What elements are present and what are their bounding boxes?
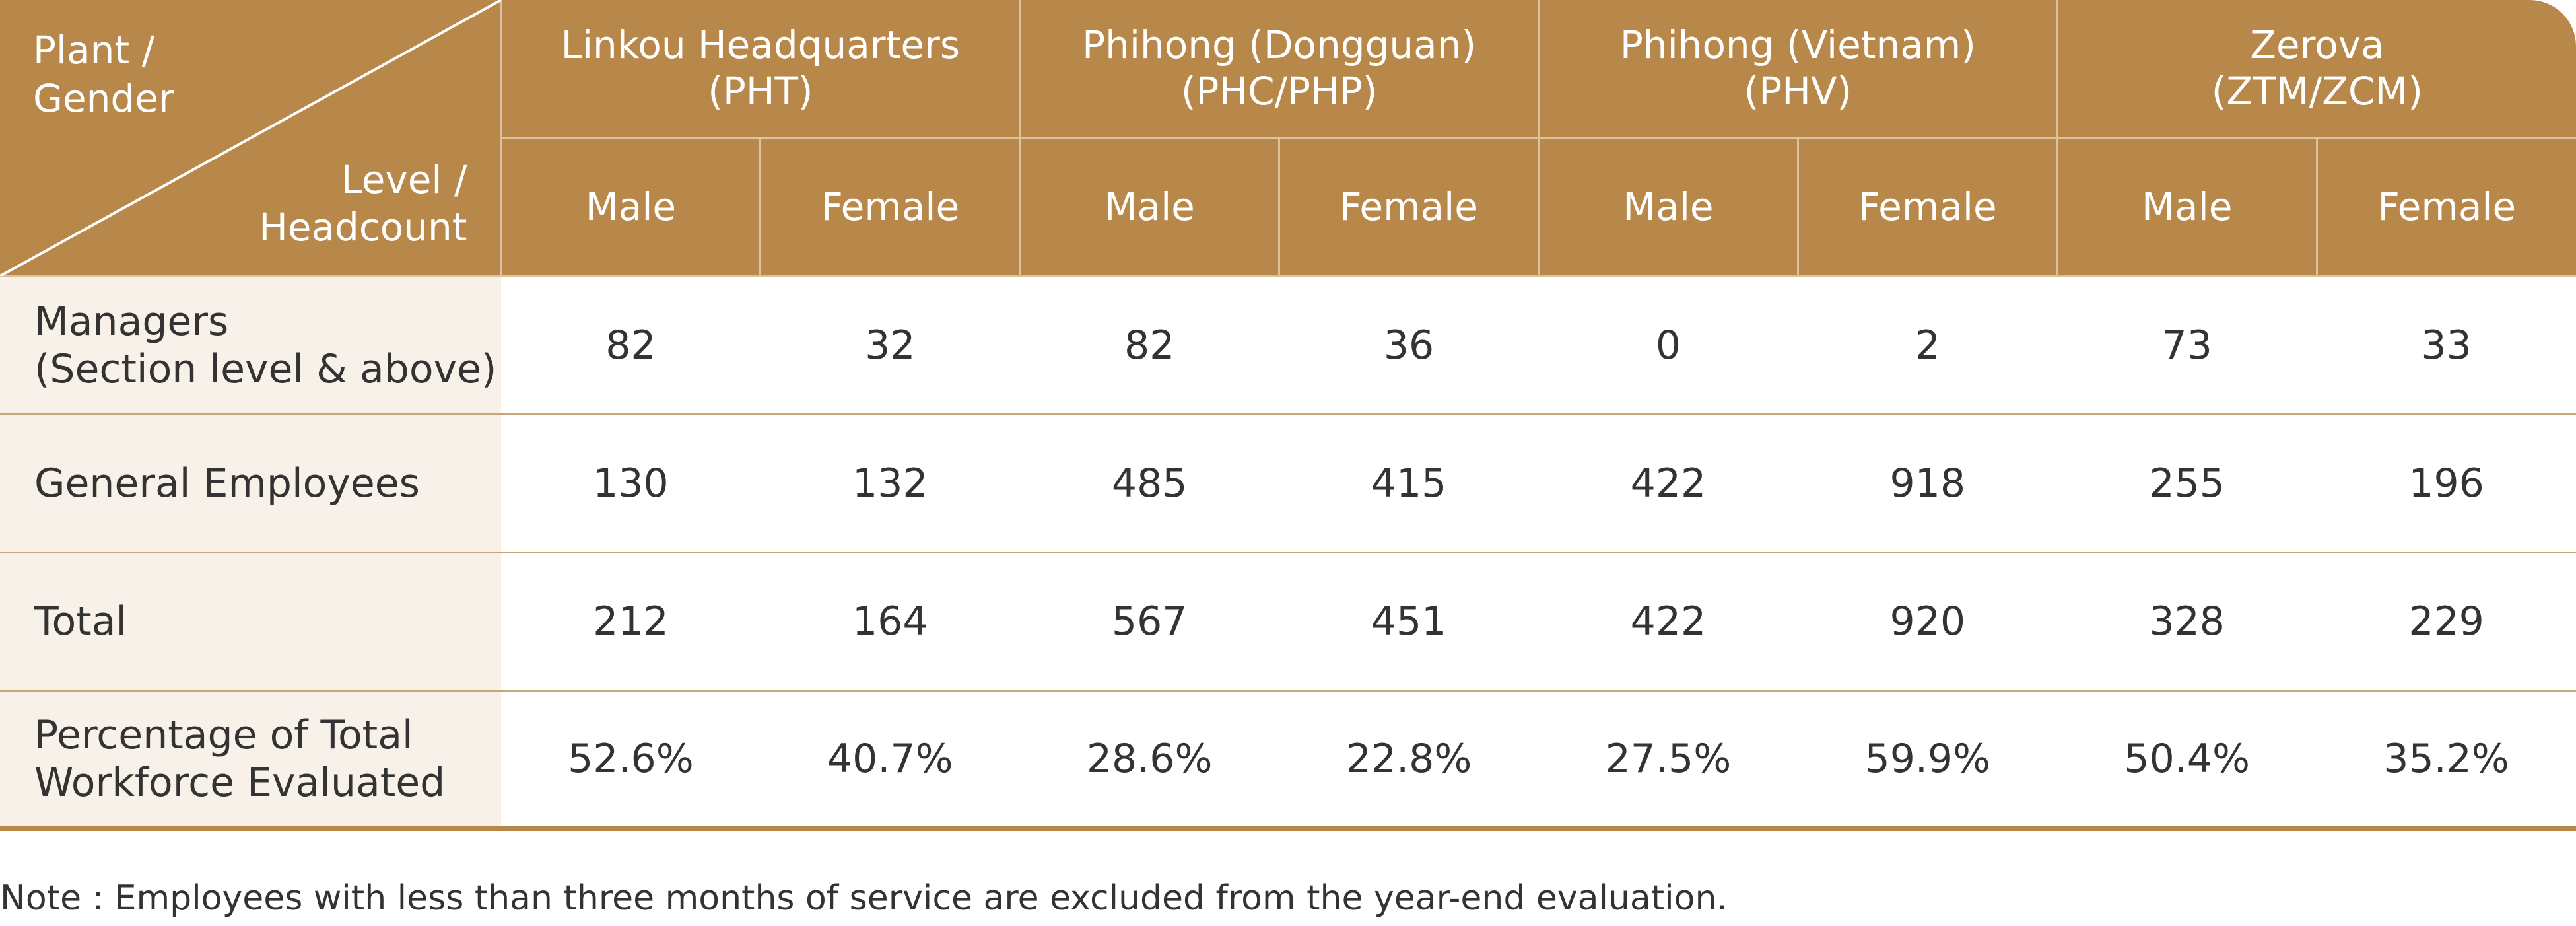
cell: 422 bbox=[1538, 552, 1798, 692]
cell: 567 bbox=[1019, 552, 1279, 692]
cell: 132 bbox=[760, 414, 1020, 553]
table-row: Total 212 164 567 451 422 920 328 229 bbox=[0, 552, 2576, 692]
gender-header: Female bbox=[1796, 138, 2058, 277]
plant-header: Linkou Headquarters (PHT) bbox=[500, 0, 1020, 139]
table-row: Managers (Section level & above) 82 32 82 36… bbox=[0, 276, 2576, 415]
row-label: Total bbox=[0, 552, 501, 692]
gender-header: Female bbox=[1278, 138, 1539, 277]
cell: 920 bbox=[1798, 552, 2058, 692]
cell: 50.4% bbox=[2057, 690, 2317, 831]
cell: 33 bbox=[2317, 276, 2576, 415]
plant-header: Phihong (Vietnam) (PHV) bbox=[1538, 0, 2058, 139]
table-row: Percentage of Total Workforce Evaluated 5… bbox=[0, 690, 2576, 831]
cell: 28.6% bbox=[1019, 690, 1279, 831]
cell: 485 bbox=[1019, 414, 1279, 553]
cell: 451 bbox=[1279, 552, 1539, 692]
cell: 415 bbox=[1279, 414, 1539, 553]
gender-header: Female bbox=[2315, 138, 2576, 277]
cell: 59.9% bbox=[1798, 690, 2058, 831]
header-row: Plant / Gender Level / Headcount Linkou … bbox=[0, 0, 2576, 277]
cell: 0 bbox=[1538, 276, 1798, 415]
table-body: Managers (Section level & above) 82 32 82 36… bbox=[0, 276, 2576, 831]
cell: 73 bbox=[2057, 276, 2317, 415]
row-label: General Employees bbox=[0, 414, 501, 553]
table: Plant / Gender Level / Headcount Linkou … bbox=[0, 0, 2576, 831]
cell: 40.7% bbox=[760, 690, 1020, 831]
cell: 27.5% bbox=[1538, 690, 1798, 831]
table-row: General Employees 130 132 485 415 422 918 255 19… bbox=[0, 414, 2576, 553]
cell: 918 bbox=[1798, 414, 2058, 553]
cell: 82 bbox=[501, 276, 761, 415]
row-label: Managers (Section level & above) bbox=[0, 276, 501, 415]
cell: 212 bbox=[501, 552, 761, 692]
gender-header: Female bbox=[759, 138, 1020, 277]
diagonal bbox=[0, 0, 501, 276]
plant-header: Zerova (ZTM/ZCM) bbox=[2056, 0, 2576, 139]
gender-header: Male bbox=[1538, 138, 1798, 277]
cell: 35.2% bbox=[2317, 690, 2576, 831]
cell: 196 bbox=[2317, 414, 2576, 553]
cell: 52.6% bbox=[501, 690, 761, 831]
cell: 328 bbox=[2057, 552, 2317, 692]
cell: 22.8% bbox=[1279, 690, 1539, 831]
gender-header: Male bbox=[2056, 138, 2317, 277]
cell: 255 bbox=[2057, 414, 2317, 553]
gender-header: Male bbox=[1019, 138, 1279, 277]
cell: 229 bbox=[2317, 552, 2576, 692]
gender-header: Male bbox=[500, 138, 761, 277]
cell: 164 bbox=[760, 552, 1020, 692]
cell: 422 bbox=[1538, 414, 1798, 553]
plant-header: Phihong (Dongguan) (PHC/PHP) bbox=[1019, 0, 1539, 139]
cell: 82 bbox=[1019, 276, 1279, 415]
corner-top: Plant / Gender bbox=[33, 28, 174, 121]
corner-bottom: Level / Headcount bbox=[259, 157, 467, 250]
corner-cell: Plant / Gender Level / Headcount bbox=[0, 0, 501, 277]
cell: 2 bbox=[1798, 276, 2058, 415]
row-label: Percentage of Total Workforce Evaluated bbox=[0, 690, 501, 831]
header-row: Male Female Male Female Male Female Male Female bbox=[0, 138, 2576, 277]
cell: 36 bbox=[1279, 276, 1539, 415]
cell: 130 bbox=[501, 414, 761, 553]
note: Note : Employees with less than three mo… bbox=[0, 878, 1728, 918]
cell: 32 bbox=[760, 276, 1020, 415]
